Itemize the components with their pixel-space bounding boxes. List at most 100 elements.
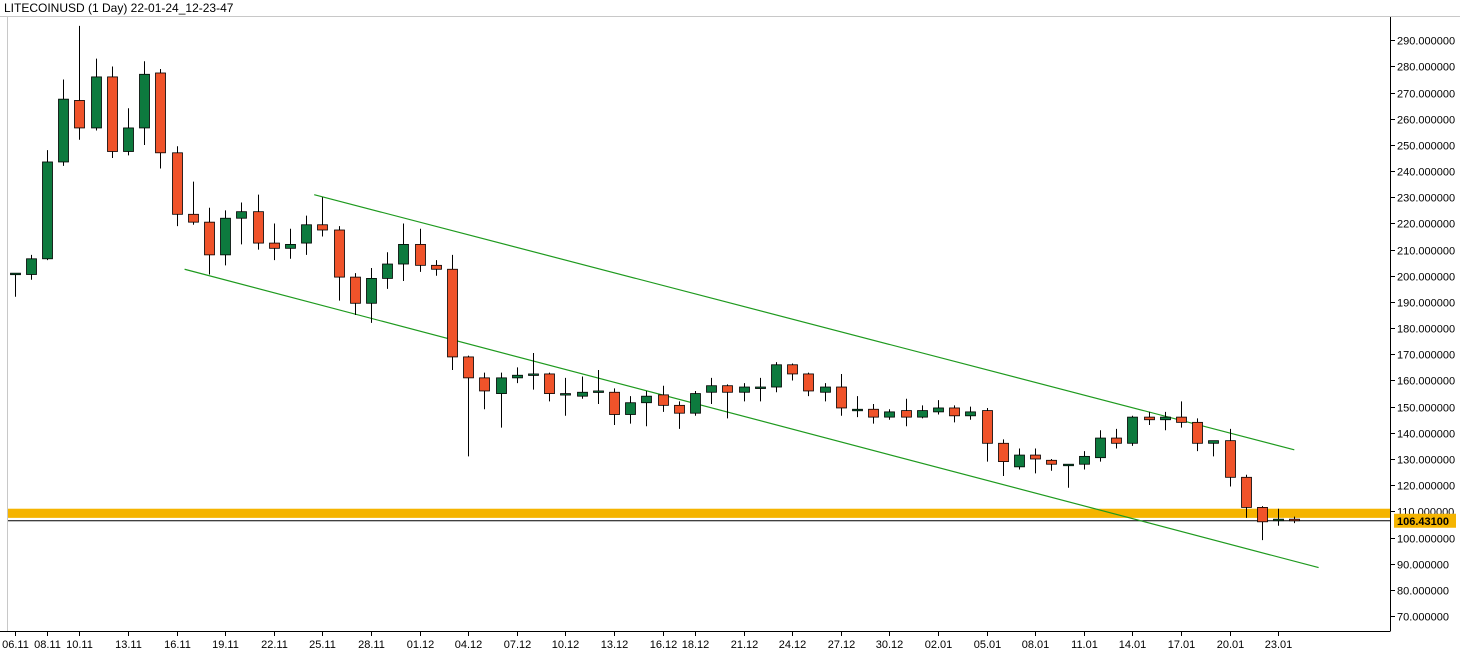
y-tick-label: 240.000000 <box>1397 167 1455 179</box>
candle-body <box>253 211 264 244</box>
x-tick-label: 07.12 <box>504 639 532 651</box>
x-tick-label: 30.12 <box>876 639 904 651</box>
candle-body <box>220 217 231 256</box>
candle-body <box>91 76 102 129</box>
y-tick-label: 180.000000 <box>1397 324 1455 336</box>
candle-body <box>350 276 361 304</box>
x-axis-ticks: 06.11 08.11 10.11 13.11 16.11 19.11 22.11 25.11… <box>2 631 1292 651</box>
x-tick-label: 18.12 <box>682 639 710 651</box>
candle <box>852 396 863 418</box>
x-tick-label: 20.01 <box>1217 639 1245 651</box>
candle-body <box>172 152 183 215</box>
candle-body <box>447 268 458 358</box>
candle <box>447 254 458 371</box>
candle-body <box>949 407 960 417</box>
x-tick-label: 02.01 <box>925 639 953 651</box>
candle <box>965 406 976 420</box>
x-tick-label: 22.11 <box>261 639 288 651</box>
candle-body <box>26 258 37 275</box>
candle <box>155 69 166 169</box>
y-tick-label: 250.000000 <box>1397 141 1455 153</box>
candle-body <box>658 394 669 406</box>
candle-body <box>382 263 393 279</box>
channel-line-upper <box>314 194 1295 451</box>
x-tick-label: 17.01 <box>1168 639 1196 651</box>
candle <box>204 207 215 275</box>
x-tick-label: 16.12 <box>650 639 678 651</box>
candle-body <box>1192 421 1203 444</box>
candle-body <box>479 377 490 392</box>
candle <box>139 61 150 145</box>
candle <box>884 409 895 420</box>
candle <box>1241 474 1252 518</box>
candle-body <box>965 411 976 417</box>
candle-body <box>1046 459 1057 465</box>
candle <box>1160 411 1171 431</box>
candle <box>771 362 782 393</box>
candle <box>220 210 231 266</box>
y-tick-label: 150.000000 <box>1397 403 1455 415</box>
candle-body <box>884 411 895 418</box>
candle <box>1192 418 1203 452</box>
candle-body <box>560 393 571 396</box>
candle-body <box>398 243 409 265</box>
candle <box>1095 430 1106 462</box>
y-axis-ticks: 70.00000080.00000090.000000100.000000110… <box>1390 36 1455 624</box>
x-tick-label: 08.11 <box>34 639 61 651</box>
candle-body <box>852 408 863 412</box>
y-tick-label: 80.000000 <box>1397 586 1449 598</box>
candle <box>593 370 604 405</box>
candle <box>690 390 701 416</box>
y-tick-label: 230.000000 <box>1397 193 1455 205</box>
candle-body <box>42 161 53 260</box>
y-tick-label: 190.000000 <box>1397 298 1455 310</box>
candle-body <box>123 127 134 152</box>
candle <box>1176 401 1187 428</box>
channel-line-lower <box>184 268 1319 569</box>
candle-body <box>836 386 847 409</box>
candle <box>463 355 474 457</box>
candle <box>625 396 636 424</box>
candle-body <box>496 377 507 394</box>
candle <box>188 181 199 225</box>
candle-body <box>431 264 442 270</box>
candle <box>253 194 264 250</box>
candle-body <box>1014 454 1025 468</box>
candle <box>739 383 750 402</box>
candle <box>528 353 539 390</box>
candle <box>1111 428 1122 449</box>
candle <box>641 390 652 427</box>
candle-body <box>998 442 1009 463</box>
candle <box>820 383 831 402</box>
candle <box>366 267 377 323</box>
candle-body <box>1144 416 1155 421</box>
x-tick-label: 25.11 <box>309 639 336 651</box>
candle <box>107 66 118 159</box>
current-price-badge <box>1394 513 1456 528</box>
candle-body <box>1176 416 1187 423</box>
y-tick-label: 270.000000 <box>1397 89 1455 101</box>
candle <box>917 405 928 419</box>
candle-body <box>269 242 280 249</box>
y-tick-label: 140.000000 <box>1397 429 1455 441</box>
support-zone-band <box>7 508 1390 518</box>
candle <box>317 197 328 237</box>
candle <box>236 202 247 245</box>
y-tick-label: 120.000000 <box>1397 481 1455 493</box>
candle-body <box>301 224 312 244</box>
candle-body <box>1111 437 1122 444</box>
candle <box>398 223 409 282</box>
y-tick-label: 200.000000 <box>1397 272 1455 284</box>
candle-body <box>1241 476 1252 508</box>
candle <box>1225 428 1236 487</box>
x-tick-label: 24.12 <box>779 639 807 651</box>
candle <box>1063 463 1074 488</box>
candle <box>933 400 944 415</box>
candle <box>982 407 993 462</box>
candle <box>269 223 280 261</box>
candle <box>1014 448 1025 470</box>
y-tick-label: 70.000000 <box>1397 612 1449 624</box>
candle <box>577 376 588 399</box>
